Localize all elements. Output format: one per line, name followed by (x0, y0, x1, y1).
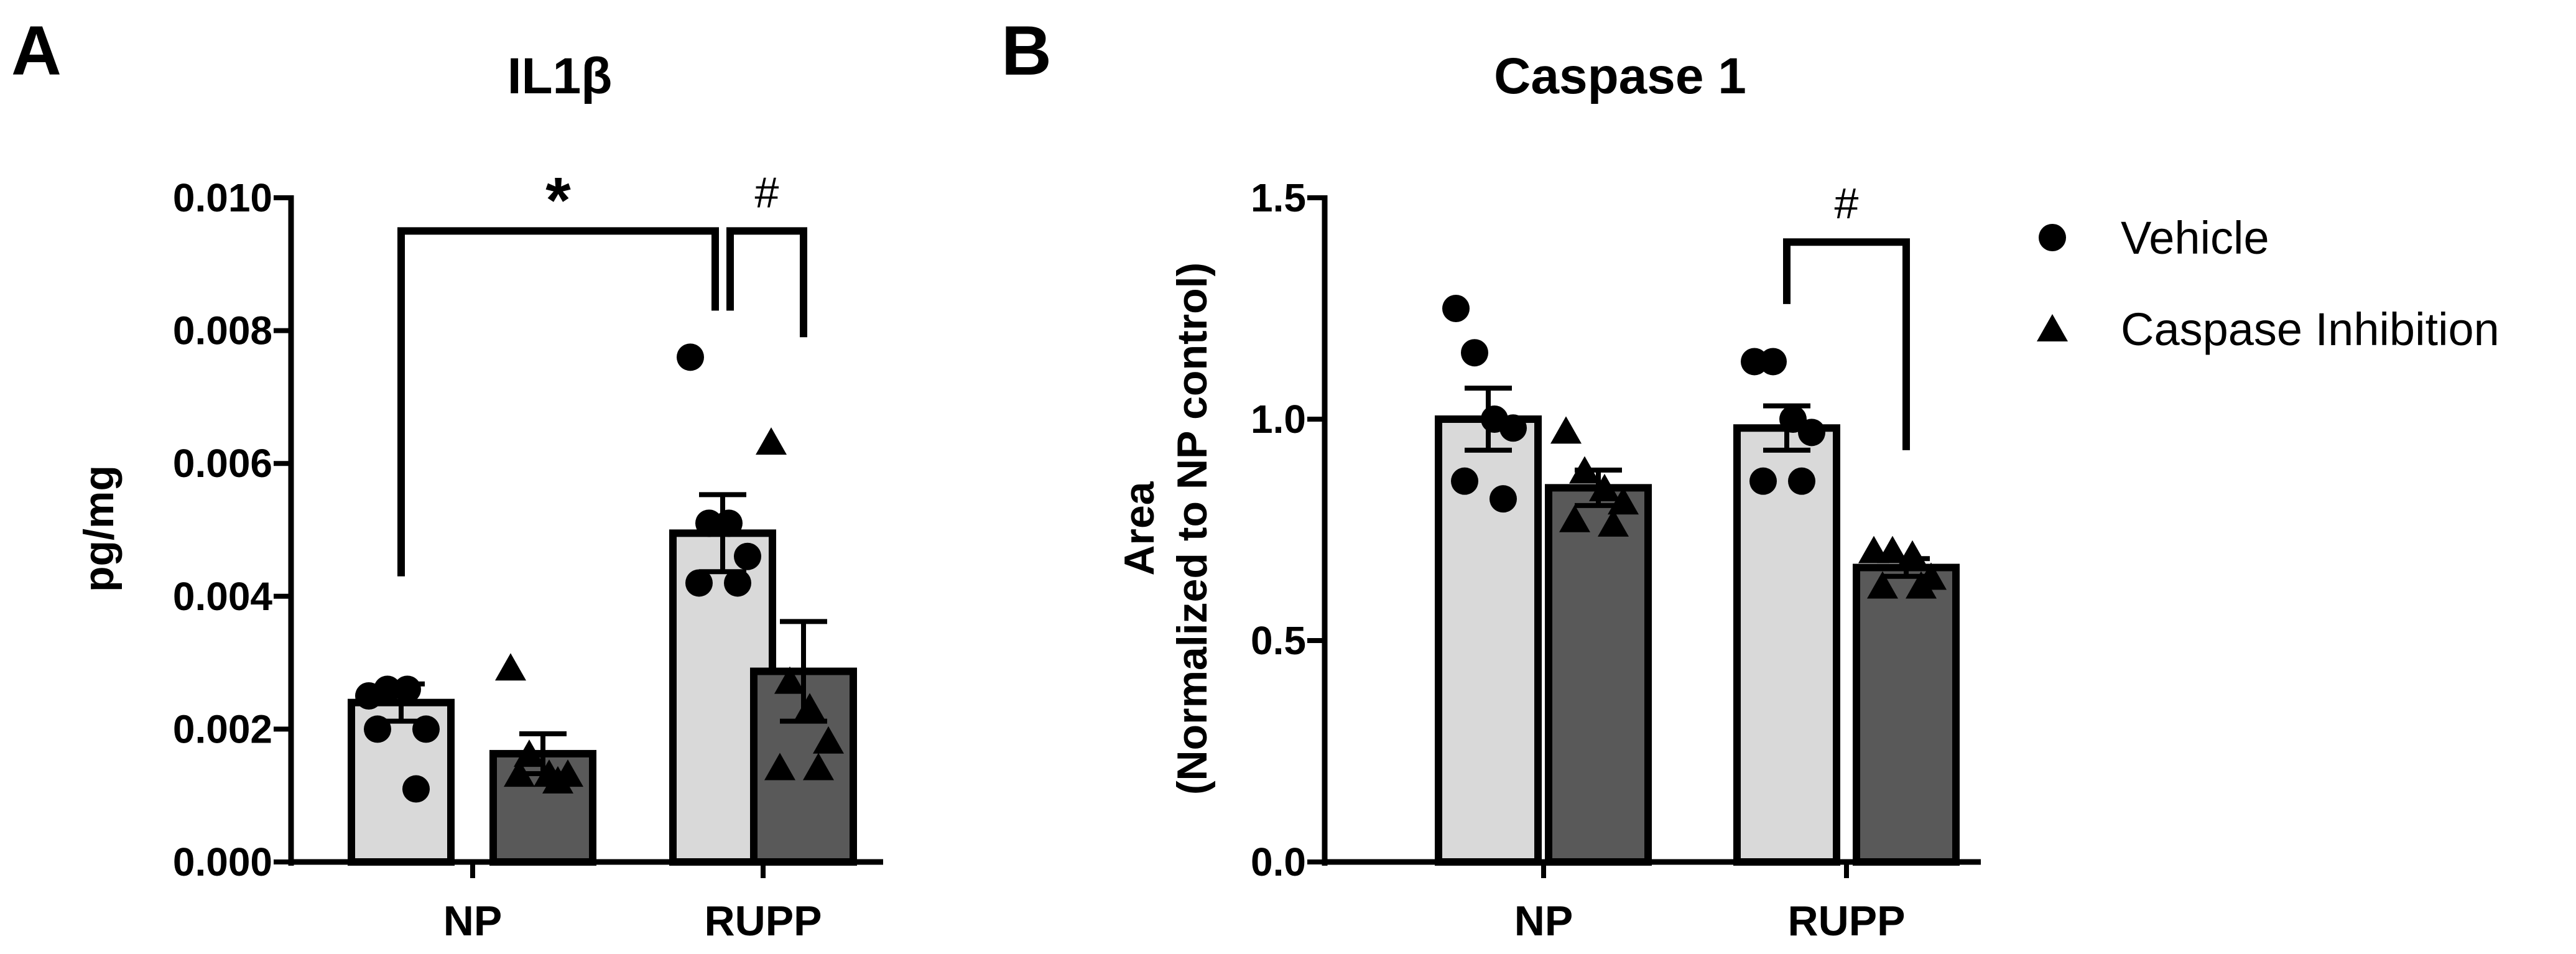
chart-a-y-tick-label-4: 0.008 (173, 308, 272, 353)
chart-b-point-0-0-3 (1499, 414, 1527, 442)
chart-a-point-0-1-5 (724, 569, 751, 597)
chart-b-significance-bracket-0 (1783, 238, 1910, 450)
panel-letter-b: B (1001, 12, 1052, 90)
chart-b-point-1-1-4 (1867, 571, 1898, 599)
y-axis-label-b-line1: Area (1116, 481, 1163, 575)
chart-b-bar-0-1 (1733, 424, 1840, 866)
chart-a-point-1-1-3 (813, 726, 844, 754)
chart-b-point-1-0-3 (1608, 487, 1639, 515)
chart-b-y-tick-label-3: 1.5 (1251, 175, 1306, 220)
chart-b-point-0-0-5 (1490, 485, 1517, 513)
chart-a-y-tick-label-1: 0.002 (173, 706, 272, 751)
chart-a-point-1-1-4 (764, 753, 795, 780)
chart-a-point-0-1-4 (685, 569, 713, 597)
chart-il1b-plot: 0.000 0.002 0.004 0.006 0.008 0.010 NP RUPP * # (173, 164, 883, 945)
chart-a-y-tick-label-3: 0.006 (173, 441, 272, 486)
chart-b-point-1-0-2 (1589, 473, 1620, 501)
chart-a-point-1-1-0 (756, 427, 787, 455)
chart-a-x-tick-label-1: RUPP (705, 897, 822, 945)
chart-a-significance-bracket-1 (726, 227, 807, 338)
chart-a-point-1-0-0 (495, 653, 526, 681)
chart-a-y-tick-label-2: 0.004 (173, 574, 273, 619)
chart-a-point-1-1-1 (774, 666, 805, 694)
chart-a-point-1-1-5 (803, 753, 834, 780)
chart-a-x-tick-label-0: NP (443, 897, 502, 945)
chart-a-point-0-0-2 (394, 675, 421, 703)
chart-b-point-1-1-2 (1897, 540, 1928, 568)
chart-a-point-0-1-3 (734, 542, 761, 570)
chart-b-y-tick-label-0: 0.0 (1251, 840, 1306, 884)
chart-b-point-0-0-4 (1451, 467, 1478, 495)
chart-b-point-1-0-1 (1569, 456, 1600, 484)
chart-a-point-0-1-2 (715, 509, 743, 537)
legend-caspase-inhibition-label: Caspase Inhibition (2121, 303, 2500, 355)
chart-a-point-1-0-4 (504, 759, 535, 787)
chart-b-point-1-0-4 (1559, 504, 1590, 532)
chart-b-point-1-1-5 (1906, 571, 1937, 599)
chart-b-point-0-1-3 (1798, 419, 1825, 447)
chart-legend: Vehicle Caspase Inhibition (2037, 212, 2500, 355)
chart-b-bar-1-0 (1545, 484, 1652, 866)
chart-b-point-0-1-4 (1749, 467, 1777, 495)
chart-b-point-1-0-5 (1598, 509, 1629, 537)
chart-a-point-0-0-3 (412, 715, 440, 743)
chart-title-il1b: IL1β (507, 48, 613, 104)
chart-a-significance-bracket-0 (397, 227, 719, 577)
chart-a-point-1-0-5 (542, 766, 573, 794)
panel-letter-a: A (11, 12, 62, 90)
chart-a-point-0-0-4 (364, 715, 391, 743)
chart-b-point-0-0-1 (1461, 339, 1488, 367)
chart-b-point-1-1-1 (1877, 535, 1908, 563)
chart-a-y-tick-label-5: 0.010 (173, 175, 272, 220)
chart-b-point-0-1-1 (1759, 348, 1787, 376)
chart-a-point-0-1-0 (677, 343, 704, 371)
chart-b-x-tick-label-0: NP (1514, 897, 1573, 945)
y-axis-label-b-line2: (Normalized to NP control) (1169, 262, 1216, 795)
chart-a-significance-label-1: # (755, 168, 779, 216)
chart-title-caspase-1: Caspase 1 (1494, 48, 1746, 104)
legend-vehicle-label: Vehicle (2121, 212, 2269, 264)
chart-a-point-0-0-1 (374, 675, 401, 703)
chart-a-point-0-0-5 (402, 775, 430, 803)
chart-b-point-0-0-0 (1442, 295, 1470, 322)
y-axis-label-a: pg/mg (75, 465, 123, 592)
legend-vehicle-marker-icon (2039, 224, 2066, 251)
chart-b-point-0-1-5 (1788, 467, 1815, 495)
chart-a-point-1-0-1 (514, 739, 545, 767)
chart-b-bar-1-1 (1853, 563, 1960, 866)
legend-caspase-inhibition-marker-icon (2037, 314, 2068, 341)
chart-b-significance-label-0: # (1835, 179, 1859, 228)
chart-a-significance-label-0: * (545, 164, 571, 236)
chart-a-point-1-1-2 (794, 693, 825, 721)
chart-b-point-1-0-0 (1550, 416, 1582, 444)
chart-b-y-tick-label-1: 0.5 (1251, 618, 1306, 663)
chart-b-y-tick-label-2: 1.0 (1251, 397, 1306, 442)
chart-a-y-tick-label-0: 0.000 (173, 840, 272, 884)
chart-a-point-0-1-1 (695, 509, 723, 537)
chart-b-x-tick-label-1: RUPP (1788, 897, 1906, 945)
chart-caspase-1-plot: 0.0 0.5 1.0 1.5 NP RUPP # (1251, 175, 1981, 945)
